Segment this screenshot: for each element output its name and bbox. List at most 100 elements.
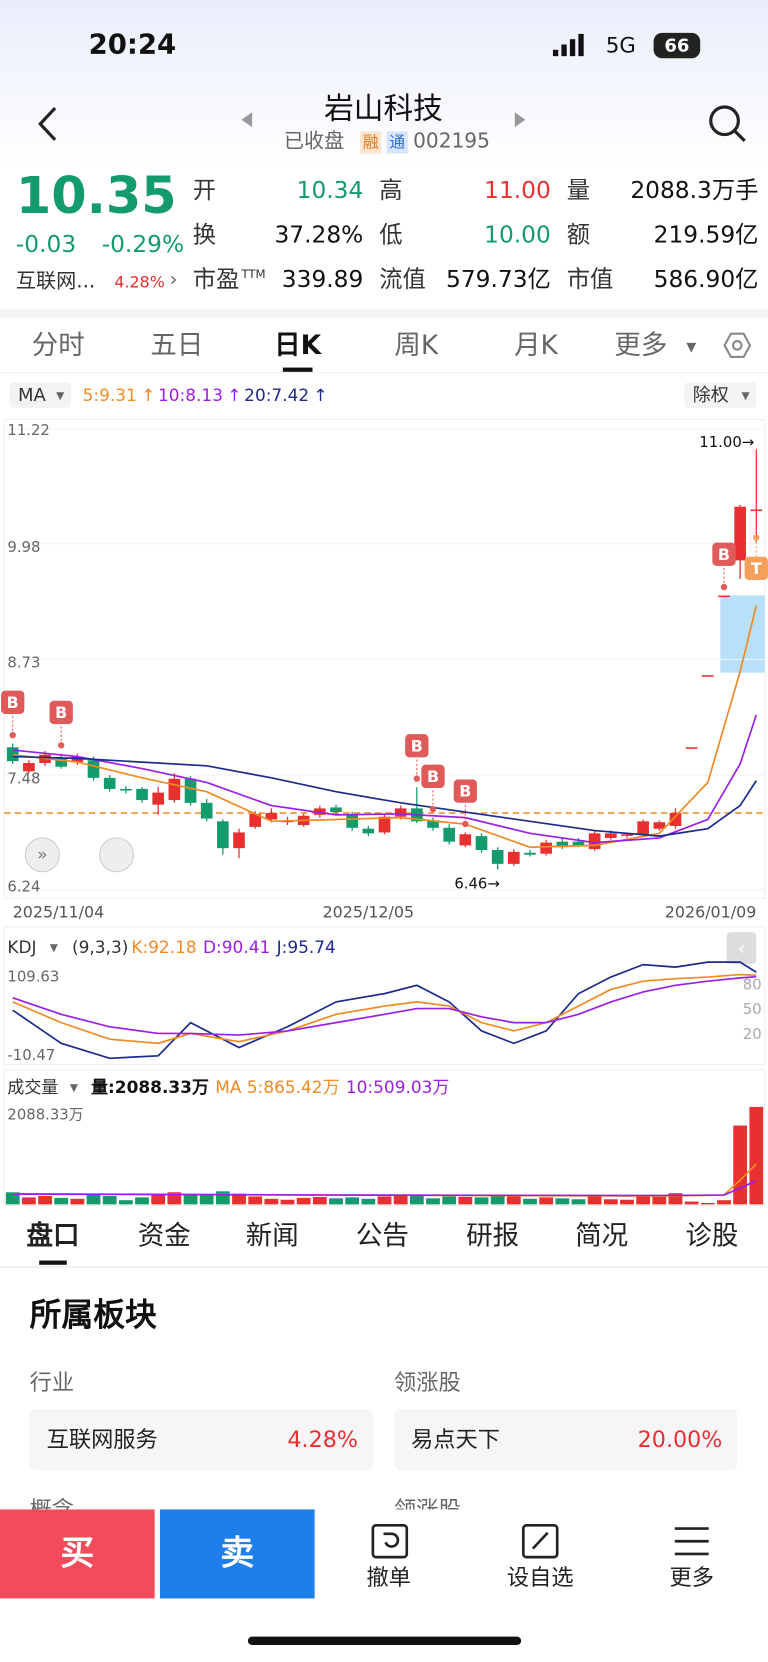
candle-body [184,778,197,803]
volume-bar [555,1198,570,1205]
field-label: 市值 [567,266,614,293]
market-state: 已收盘 [284,128,344,152]
battery [653,32,701,59]
volume-bar [620,1199,634,1205]
chart-controls[interactable] [24,837,135,873]
volume-bar [700,1202,715,1205]
board-name[interactable]: 互联网服务 [47,1427,158,1453]
action-label[interactable]: 更多 [669,1565,713,1591]
period-tab[interactable]: 五日 [150,330,203,361]
adjust-bg[interactable] [684,382,757,408]
back-button[interactable] [38,106,57,141]
volume-legend: 量:2088.33万 [91,1077,209,1097]
action-label[interactable]: 设自选 [507,1565,574,1591]
ma-line [12,605,758,849]
next-stock[interactable] [514,112,526,128]
section-tab[interactable]: 简况 [575,1221,628,1252]
leader-card[interactable] [394,1408,738,1471]
divider [0,309,768,318]
period-tab[interactable]: 日K [274,330,322,361]
candle-body [103,777,116,789]
volume-bar [248,1196,263,1205]
marker-dot [9,731,16,739]
period-tab[interactable]: 分时 [32,330,85,361]
section-tab[interactable]: 研报 [466,1221,519,1252]
volume-bar [86,1195,101,1205]
field-value: 10.00 [484,222,551,249]
marker-box [1,690,25,714]
collapse-button[interactable] [726,932,757,964]
price-change-pct: -0.29% [102,231,184,258]
board-name[interactable]: 易点天下 [411,1427,500,1453]
period-tab[interactable]: 更多 [614,330,667,361]
x-tick-label: 2026/01/09 [665,903,757,922]
candle-body [314,808,326,815]
trade-marker: B [718,545,730,564]
expand-icon[interactable]: » [37,844,47,864]
kdj-selector[interactable]: KDJ [7,937,36,957]
volume-bar [393,1195,408,1205]
caret: ▼ [50,942,59,954]
volume-selector[interactable]: 成交量 [7,1077,58,1097]
search-button[interactable] [709,105,746,143]
buy-label[interactable]: 买 [60,1534,94,1573]
ma-line [12,714,758,844]
network: 5G [606,33,636,58]
volume-bar [442,1196,457,1205]
trade-marker: B [7,693,19,712]
section-tab[interactable]: 资金 [138,1221,191,1252]
candle-body [265,812,278,820]
prev-stock[interactable] [241,112,253,128]
caret: ▼ [70,1082,79,1094]
marker-dot [753,534,760,541]
tab-underline [39,1260,67,1265]
buy-button[interactable] [0,1509,155,1599]
settings-icon[interactable] [723,332,752,359]
low-label: 6.46→ [454,875,499,892]
sell-label[interactable]: 卖 [220,1534,254,1573]
period-tab[interactable]: 月K [514,330,558,361]
trade-marker: B [55,703,67,722]
section-tab[interactable]: 诊股 [685,1221,738,1252]
field-value: 10.34 [297,177,364,204]
candle-body [621,834,633,836]
chevron: › [169,267,177,291]
ma-selector[interactable]: MA [18,385,47,406]
ma-selector-bg[interactable] [9,382,71,408]
field-value: 219.59亿 [654,222,759,249]
action-label[interactable]: 撤单 [367,1565,411,1591]
volume-bar [523,1198,537,1205]
adjust-selector[interactable]: 除权 [693,385,729,406]
candle-body [120,788,132,791]
volume-bar [312,1196,327,1205]
marker-dot [58,742,65,749]
marker-box [712,542,736,566]
volume-bar [54,1197,69,1205]
badge: 通 [389,133,405,152]
stock-code: 002195 [413,128,490,152]
sell-button[interactable] [159,1509,315,1599]
volume-bar [264,1198,279,1205]
sector-card[interactable] [29,1408,373,1471]
column-head: 领涨股 [394,1370,461,1396]
volume-bar [183,1193,198,1205]
ma-legend: 5:9.31 [83,385,137,405]
field-value: 37.28% [274,222,363,249]
divider [0,371,768,373]
stock-name: 岩山科技 [324,91,443,126]
trade-marker: B [459,782,471,801]
volume-bar [215,1191,230,1205]
dropdown-caret: ▼ [686,339,696,354]
volume-bar [232,1193,246,1205]
field-value: 339.89 [282,266,364,293]
board-pct: 4.28% [287,1427,358,1453]
field-value: 579.73亿 [446,266,551,293]
section-tab[interactable]: 盘口 [26,1221,79,1252]
volume-bar [717,1200,731,1205]
section-tab[interactable]: 公告 [356,1221,409,1252]
kdj-line [12,975,757,1036]
sector[interactable]: 互联网... [16,268,96,292]
section-tab[interactable]: 新闻 [246,1221,299,1252]
period-tab[interactable]: 周K [394,330,438,361]
field-label: 换 [193,222,216,249]
